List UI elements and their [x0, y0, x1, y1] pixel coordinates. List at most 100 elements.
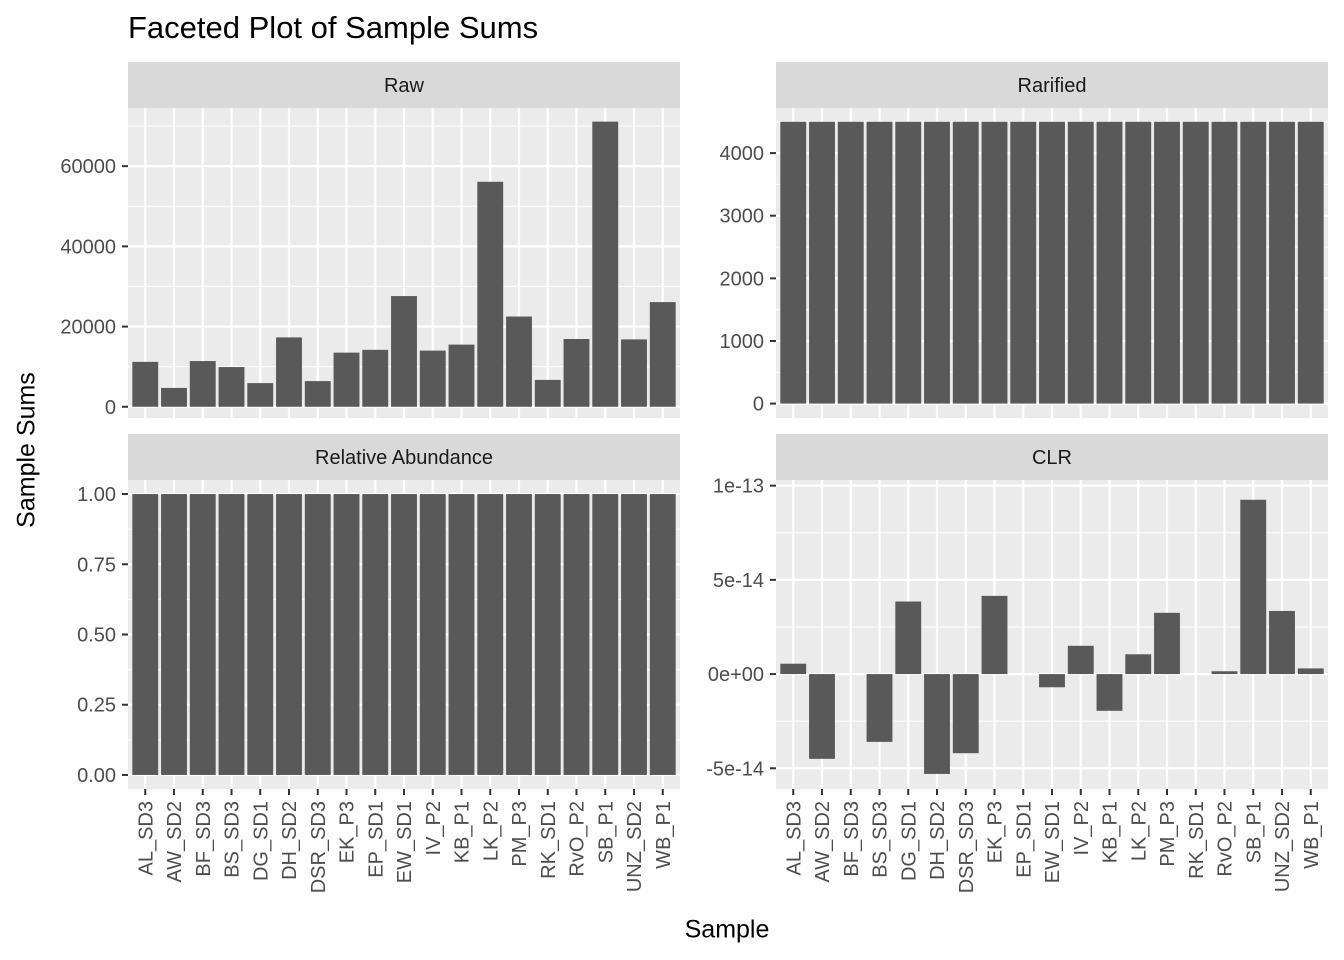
- bar-SB_P1: [592, 494, 619, 775]
- bar-DH_SD2: [924, 674, 950, 774]
- y-tick-label: 1.00: [77, 484, 116, 506]
- y-tick-label: 40000: [60, 236, 116, 258]
- facet-strip-label: Raw: [384, 75, 425, 97]
- bar-DG_SD1: [895, 121, 922, 404]
- x-tick-label: LK_P2: [480, 801, 502, 861]
- bar-WB_P1: [1297, 668, 1324, 675]
- x-tick-label: EP_SD1: [1013, 801, 1035, 878]
- x-tick-label: SB_P1: [1243, 801, 1265, 863]
- x-tick-label: UNZ_SD2: [624, 801, 646, 892]
- bar-DH_SD2: [276, 494, 302, 775]
- x-tick-label: PM_P3: [1157, 801, 1179, 867]
- bar-KB_P1: [448, 344, 475, 407]
- bar-EP_SD1: [362, 494, 389, 775]
- bar-PM_P3: [506, 316, 532, 407]
- bar-RK_SD1: [534, 379, 561, 407]
- x-tick-label: RK_SD1: [538, 801, 560, 879]
- y-tick-label: 0.00: [77, 765, 116, 787]
- bar-DSR_SD3: [952, 121, 979, 404]
- bar-AW_SD2: [161, 494, 187, 775]
- facet-strip: [128, 434, 680, 480]
- x-tick-label: BS_SD3: [222, 801, 244, 878]
- bar-WB_P1: [649, 494, 676, 775]
- y-tick-label: 0: [753, 394, 764, 416]
- bar-PM_P3: [1154, 612, 1180, 675]
- bar-DG_SD1: [895, 601, 922, 675]
- bar-AW_SD2: [161, 387, 187, 407]
- bar-BS_SD3: [218, 367, 245, 407]
- bar-AW_SD2: [809, 121, 835, 404]
- bar-EP_SD1: [1010, 121, 1037, 404]
- y-tick-label: 20000: [60, 317, 116, 339]
- bar-LK_P2: [477, 494, 504, 775]
- y-tick-label: 0e+00: [708, 664, 764, 686]
- bar-RvO_P2: [1211, 671, 1238, 675]
- bar-UNZ_SD2: [621, 494, 647, 775]
- bar-EP_SD1: [362, 349, 389, 407]
- facet-panel: Relative Abundance 0.00 0.25 0.50 0.75 1.00 AL…: [77, 434, 680, 893]
- x-tick-label: WB_P1: [1301, 801, 1323, 869]
- x-tick-label: AL_SD3: [135, 801, 157, 876]
- bar-RvO_P2: [563, 338, 590, 407]
- y-tick-label: 0: [105, 397, 116, 419]
- bar-RK_SD1: [1182, 121, 1209, 404]
- bar-LK_P2: [1125, 654, 1152, 675]
- bar-AL_SD3: [780, 121, 807, 404]
- x-tick-label: DH_SD2: [279, 801, 301, 880]
- y-tick-label: 1e-13: [713, 476, 764, 498]
- x-tick-label: RvO_P2: [567, 801, 589, 877]
- x-tick-label: IV_P2: [423, 801, 445, 855]
- x-tick-label: LK_P2: [1128, 801, 1150, 861]
- bar-EK_P3: [333, 494, 360, 775]
- bar-BF_SD3: [837, 121, 864, 404]
- y-tick-label: 1000: [720, 331, 765, 353]
- y-tick-label: 2000: [720, 268, 765, 290]
- y-tick-label: 60000: [60, 156, 116, 178]
- bar-DG_SD1: [247, 383, 274, 407]
- bar-IV_P2: [419, 350, 446, 407]
- bar-WB_P1: [1297, 121, 1324, 404]
- bar-PM_P3: [1154, 121, 1180, 404]
- bar-UNZ_SD2: [1269, 121, 1295, 404]
- bar-EW_SD1: [1039, 121, 1065, 404]
- facet-strip: [128, 62, 680, 108]
- y-tick-label: 0.25: [77, 695, 116, 717]
- bar-IV_P2: [1067, 645, 1094, 675]
- facet-strip-label: Rarified: [1018, 75, 1087, 97]
- bar-PM_P3: [506, 494, 532, 775]
- bar-RK_SD1: [534, 494, 561, 775]
- x-tick-label: EP_SD1: [365, 801, 387, 878]
- y-tick-label: -5e-14: [706, 758, 764, 780]
- bar-IV_P2: [1067, 121, 1094, 404]
- bar-DH_SD2: [276, 337, 302, 407]
- x-tick-label: AW_SD2: [812, 801, 834, 883]
- bar-AL_SD3: [780, 663, 807, 675]
- bar-AL_SD3: [132, 494, 159, 775]
- y-tick-label: 0.50: [77, 625, 116, 647]
- x-axis-label: Sample: [684, 915, 770, 944]
- x-tick-label: BS_SD3: [870, 801, 892, 878]
- x-tick-label: EW_SD1: [394, 801, 416, 883]
- x-tick-label: DSR_SD3: [956, 801, 978, 893]
- bar-EW_SD1: [391, 296, 417, 407]
- x-tick-label: PM_P3: [509, 801, 531, 867]
- x-tick-label: KB_P1: [1100, 801, 1122, 863]
- x-tick-label: DH_SD2: [927, 801, 949, 880]
- bar-BS_SD3: [218, 494, 245, 775]
- bar-WB_P1: [649, 302, 676, 407]
- facet-strip: [776, 434, 1328, 480]
- x-tick-label: DSR_SD3: [308, 801, 330, 893]
- x-tick-label: UNZ_SD2: [1272, 801, 1294, 892]
- bar-EW_SD1: [1039, 674, 1065, 688]
- x-tick-label: AL_SD3: [783, 801, 805, 876]
- bar-EK_P3: [333, 352, 360, 407]
- x-tick-label: RvO_P2: [1215, 801, 1237, 877]
- x-tick-label: IV_P2: [1071, 801, 1093, 855]
- bar-SB_P1: [1240, 121, 1267, 404]
- bar-RvO_P2: [563, 494, 590, 775]
- bar-LK_P2: [477, 181, 504, 407]
- bar-UNZ_SD2: [1269, 610, 1295, 675]
- x-tick-label: SB_P1: [595, 801, 617, 863]
- bar-DG_SD1: [247, 494, 274, 775]
